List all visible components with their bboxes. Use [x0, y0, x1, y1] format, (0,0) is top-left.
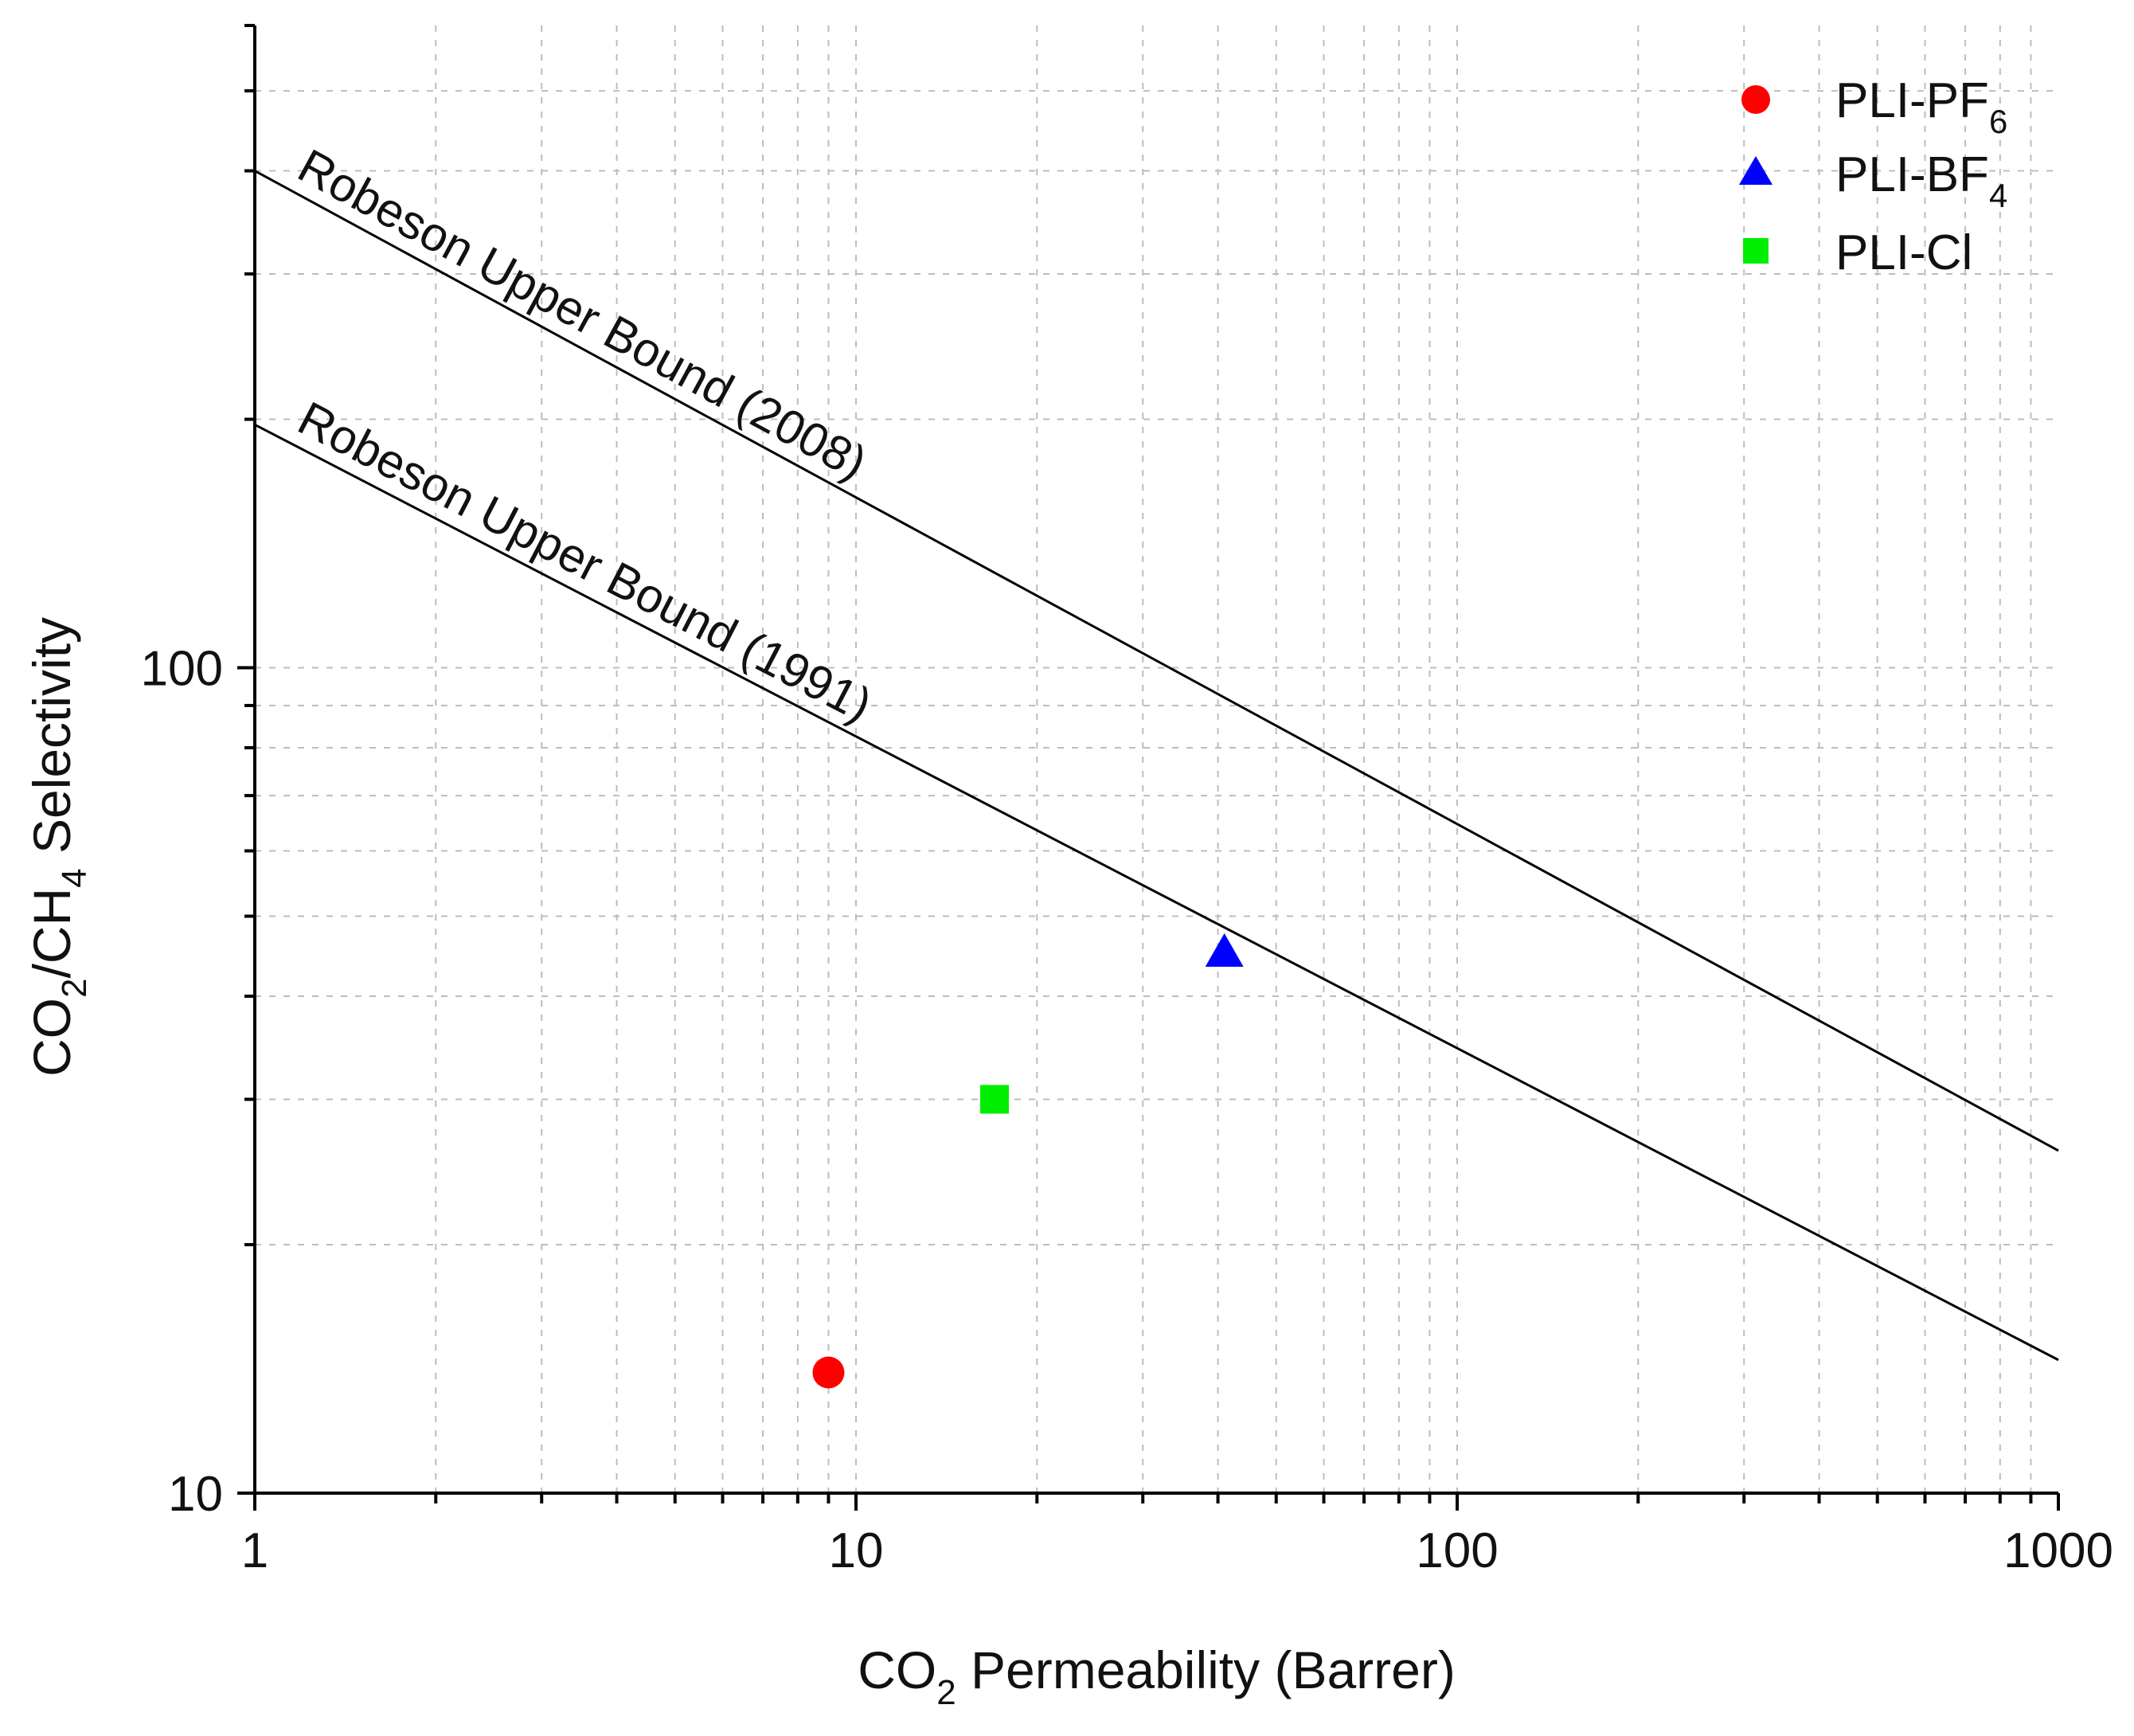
y-axis-title-post: Selectivity [22, 617, 81, 868]
grid [255, 25, 2058, 1493]
tick-labels: 1 10 100 1000 10 100 [141, 642, 2113, 1578]
upper-bound-lines: Robeson Upper Bound (2008)Robeson Upper … [254, 139, 2059, 1362]
y-tick-label: 10 [168, 1467, 223, 1522]
upper-bound-line [254, 423, 2059, 1362]
y-axis-title: CO2/CH4 Selectivity [22, 617, 94, 1077]
y-axis-title-pre: CO [22, 998, 81, 1077]
legend-item-pli-pf6: PLI-PF6 [1741, 73, 2007, 140]
upper-bound-line [254, 170, 2059, 1152]
x-tick-label: 1000 [2003, 1523, 2113, 1578]
legend-marker-circle [1741, 85, 1770, 114]
legend-label-pli-bf4: PLI-BF4 [1835, 147, 2007, 214]
axes [237, 24, 2060, 1511]
legend-item-pli-bf4: PLI-BF4 [1739, 147, 2007, 214]
x-axis-title-sub: 2 [936, 1673, 956, 1712]
x-tick-label: 1 [241, 1523, 268, 1578]
y-axis-title-sub1: 2 [55, 979, 94, 998]
y-axis-title-sub2: 4 [55, 868, 94, 887]
data-point-triangle [1205, 933, 1244, 967]
x-tick-label: 100 [1416, 1523, 1498, 1578]
legend-label-pli-pf6: PLI-PF6 [1835, 73, 2007, 140]
x-axis-title-pre: CO [858, 1640, 936, 1699]
x-axis-title-post: Permeability (Barrer) [956, 1640, 1456, 1699]
data-point-square [979, 1085, 1009, 1114]
data-point-circle [812, 1356, 845, 1389]
data-points [812, 933, 1244, 1389]
legend-marker-triangle [1739, 156, 1772, 185]
legend-label-pli-cl: PLI-Cl [1835, 225, 1972, 280]
y-tick-label: 100 [141, 642, 223, 697]
x-axis-title: CO2 Permeability (Barrer) [858, 1640, 1456, 1712]
legend-item-pli-cl: PLI-Cl [1743, 225, 1972, 280]
legend-marker-square [1743, 238, 1769, 264]
legend: PLI-PF6 PLI-BF4 PLI-Cl [1739, 73, 2007, 280]
x-tick-label: 10 [829, 1523, 884, 1578]
y-axis-title-mid: /CH [22, 888, 81, 979]
